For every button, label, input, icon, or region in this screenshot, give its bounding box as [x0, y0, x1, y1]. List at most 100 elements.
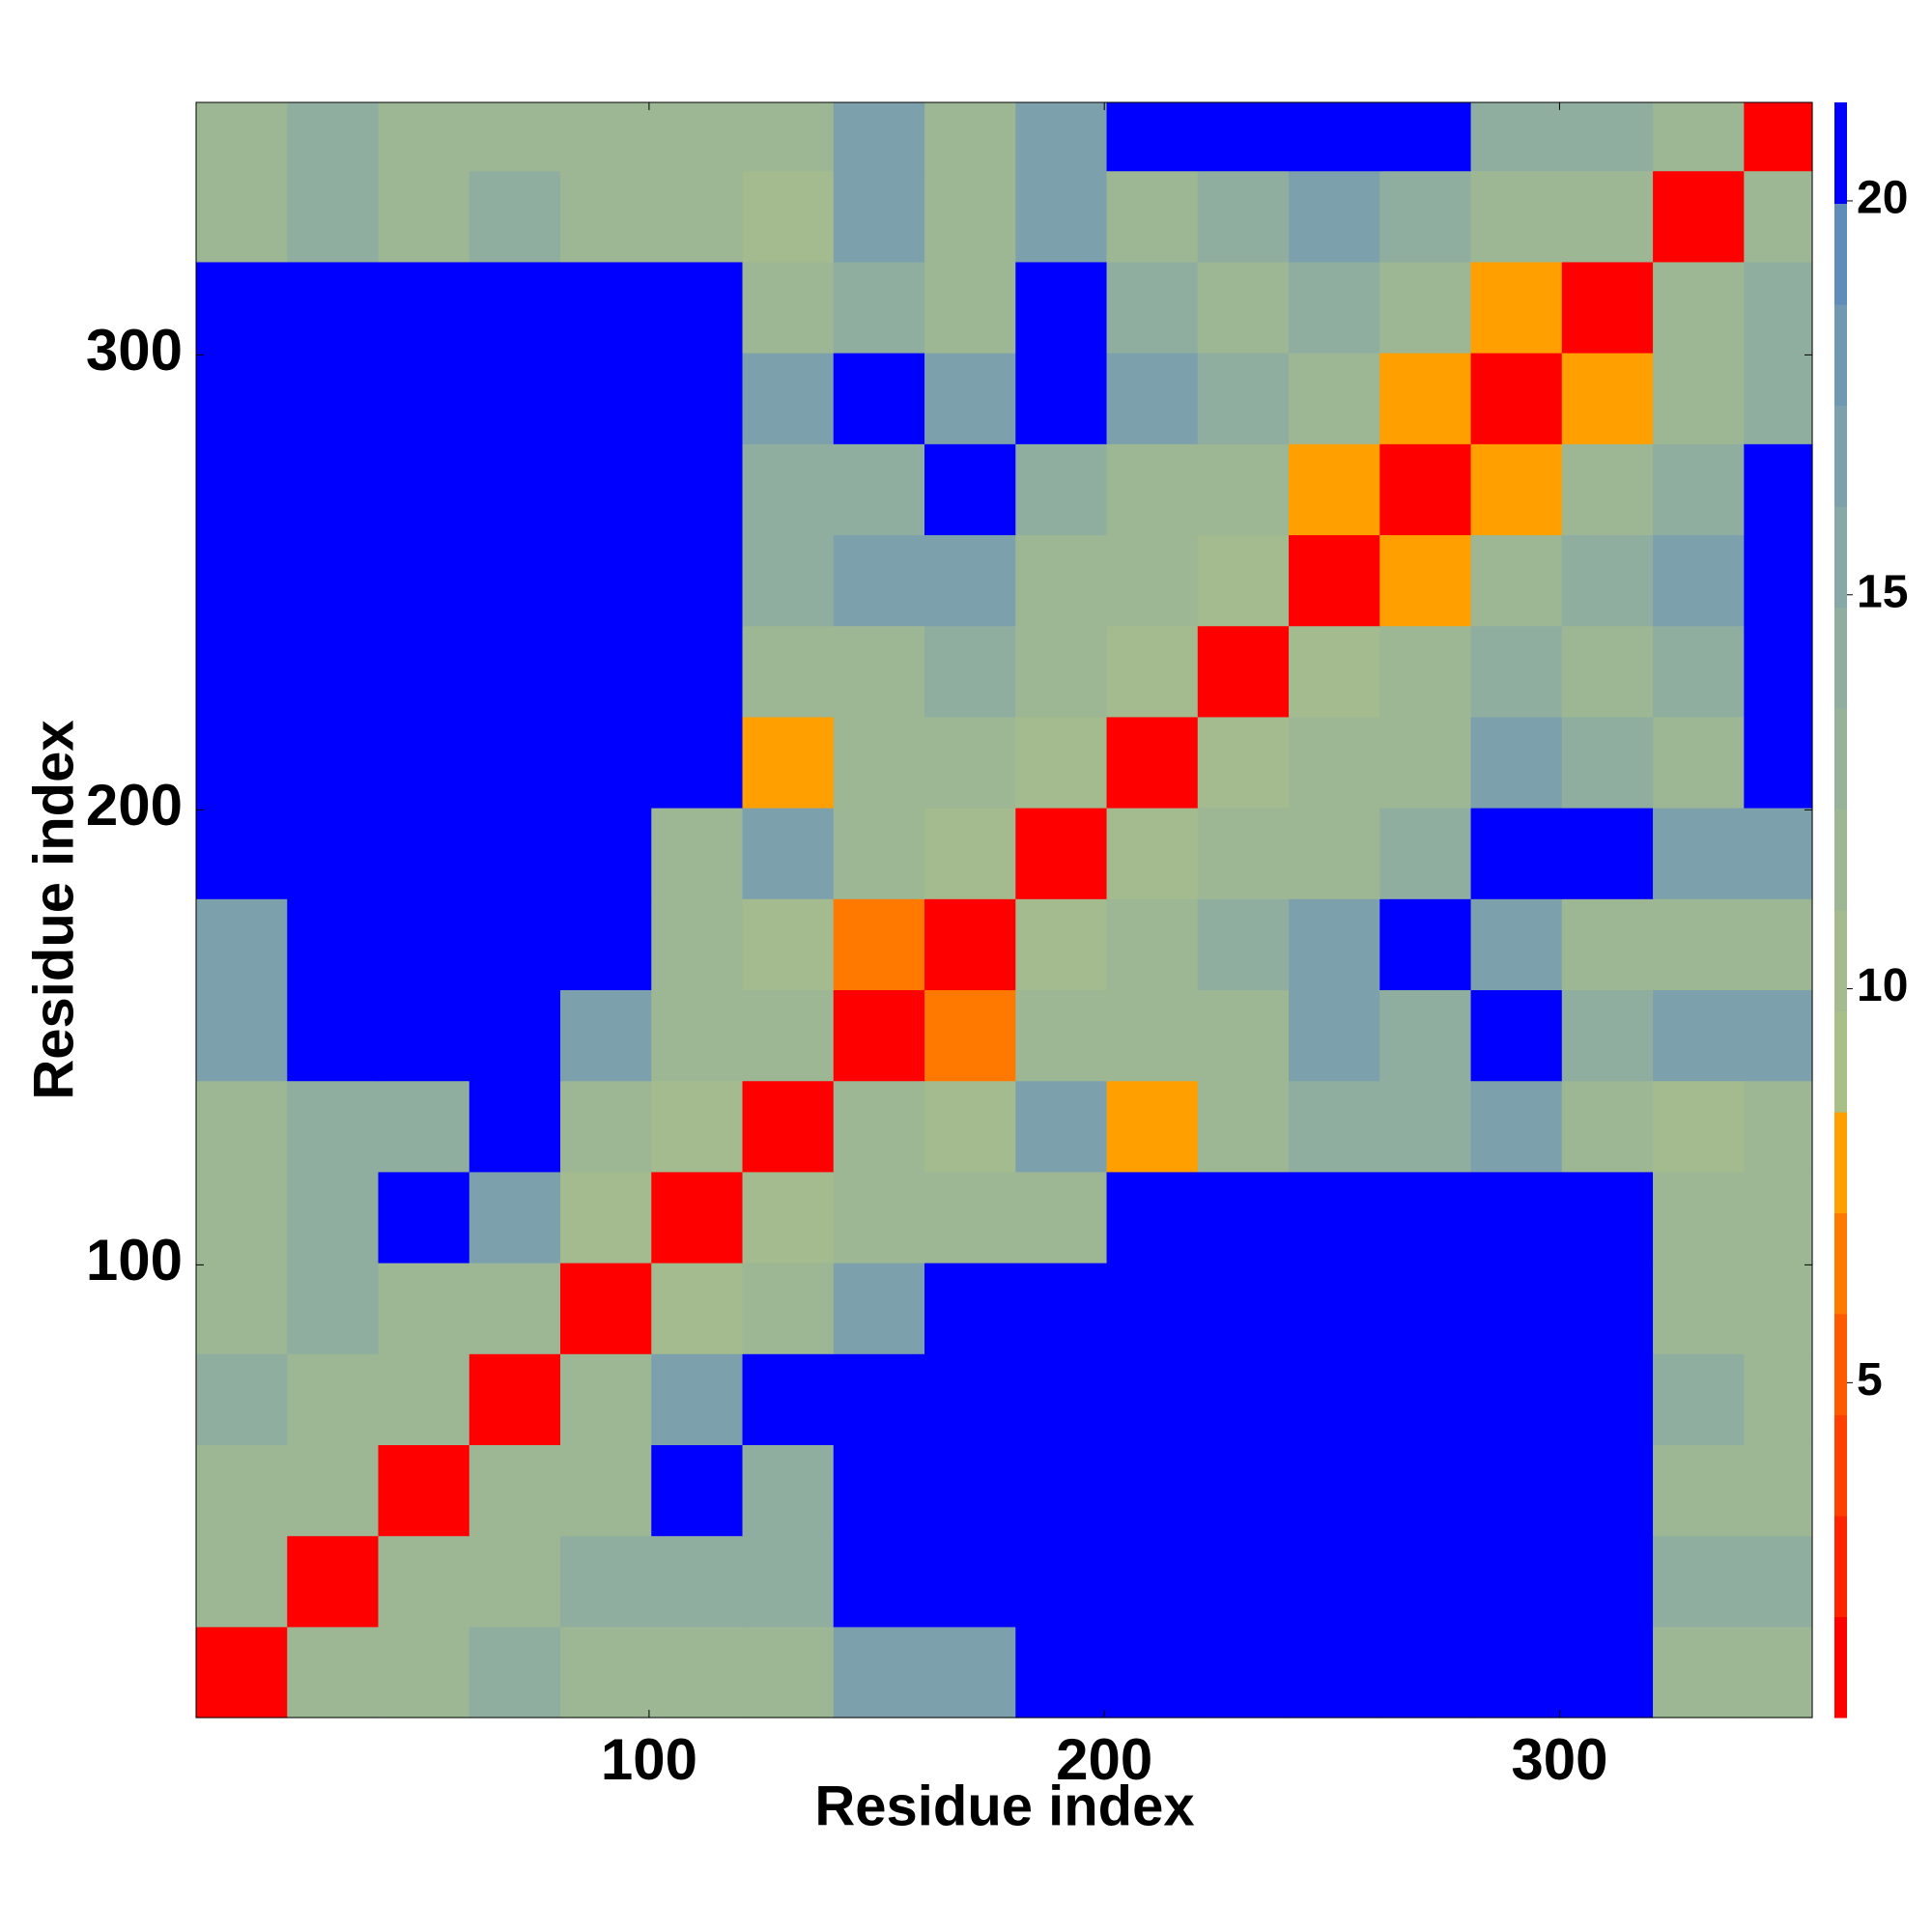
- heatmap-cell: [378, 1263, 470, 1354]
- heatmap-cell: [1015, 1171, 1108, 1264]
- heatmap-cell: [833, 808, 925, 899]
- heatmap-cell: [742, 1080, 835, 1173]
- heatmap-cell: [1197, 808, 1290, 899]
- heatmap-cell: [924, 170, 1016, 263]
- heatmap-cell: [196, 443, 288, 536]
- heatmap-cell: [1106, 1535, 1199, 1628]
- heatmap-cell: [1379, 898, 1472, 991]
- heatmap-cell: [1744, 1444, 1813, 1537]
- heatmap-cell: [196, 1626, 288, 1719]
- heatmap-cell: [469, 989, 561, 1082]
- heatmap-cell: [1561, 1263, 1654, 1354]
- heatmap-cell: [1106, 170, 1199, 263]
- heatmap-cell: [833, 534, 925, 627]
- heatmap-cell: [1470, 1444, 1563, 1537]
- heatmap-cell: [560, 1263, 652, 1354]
- heatmap-cell: [1744, 808, 1813, 899]
- x-tick-label: 100: [601, 1727, 697, 1792]
- heatmap-cell: [469, 443, 561, 536]
- heatmap-cell: [378, 1353, 470, 1446]
- heatmap-cell: [651, 443, 744, 536]
- heatmap-cell: [560, 1535, 652, 1628]
- heatmap-cell: [196, 1263, 288, 1354]
- heatmap-cell: [1197, 353, 1290, 444]
- heatmap-cell: [742, 1171, 835, 1264]
- heatmap-cell: [1106, 443, 1199, 536]
- heatmap-cell: [1561, 808, 1654, 899]
- colorbar-band: [1834, 910, 1847, 1011]
- heatmap-cell: [651, 1535, 744, 1628]
- heatmap-cell: [1744, 898, 1813, 991]
- heatmap-cell: [924, 625, 1016, 718]
- heatmap-cell: [1106, 989, 1199, 1082]
- heatmap-cell: [742, 989, 835, 1082]
- heatmap-cell: [1561, 102, 1654, 172]
- heatmap-cell: [1289, 898, 1380, 991]
- heatmap-cell: [1289, 1535, 1380, 1628]
- heatmap-cell: [560, 353, 652, 444]
- heatmap-cell: [1653, 1080, 1745, 1173]
- heatmap-cell: [469, 1171, 561, 1264]
- heatmap-cell: [1015, 443, 1108, 536]
- heatmap-cell: [1289, 261, 1380, 354]
- heatmap-cell: [1197, 989, 1290, 1082]
- heatmap-cell: [196, 170, 288, 263]
- heatmap-cell: [1561, 1171, 1654, 1264]
- heatmap-cell: [196, 625, 288, 718]
- heatmap-cell: [651, 1171, 744, 1264]
- heatmap-cell: [287, 261, 380, 354]
- heatmap-cell: [1744, 1626, 1813, 1719]
- heatmap-cell: [1015, 170, 1108, 263]
- heatmap-cell: [1106, 1263, 1199, 1354]
- heatmap-cell: [469, 353, 561, 444]
- heatmap-cell: [378, 170, 470, 263]
- heatmap-cell: [1470, 1535, 1563, 1628]
- heatmap-cell: [1379, 1626, 1472, 1719]
- heatmap-cell: [651, 1626, 744, 1719]
- colorbar-band: [1834, 1516, 1847, 1617]
- heatmap-cell: [469, 898, 561, 991]
- heatmap-cell: [1289, 1263, 1380, 1354]
- heatmap-cell: [1744, 1353, 1813, 1446]
- heatmap-cell: [833, 716, 925, 809]
- heatmap-cell: [1289, 1353, 1380, 1446]
- heatmap-cell: [833, 353, 925, 444]
- heatmap-cell: [1197, 1080, 1290, 1173]
- heatmap-cell: [924, 808, 1016, 899]
- heatmap-cell: [1653, 1444, 1745, 1537]
- heatmap-cell: [924, 1263, 1016, 1354]
- heatmap-cell: [1015, 1263, 1108, 1354]
- heatmap-cell: [924, 353, 1016, 444]
- heatmap-cell: [196, 1444, 288, 1537]
- heatmap-cell: [1289, 443, 1380, 536]
- heatmap-cell: [1470, 102, 1563, 172]
- heatmap-cell: [1197, 1171, 1290, 1264]
- heatmap-cell: [924, 1535, 1016, 1628]
- y-tick-label: 100: [86, 1228, 183, 1293]
- heatmap-cell: [1106, 1171, 1199, 1264]
- heatmap-cell: [1653, 353, 1745, 444]
- heatmap-cell: [1470, 1263, 1563, 1354]
- heatmap-cell: [1197, 1444, 1290, 1537]
- heatmap-cell: [1379, 1080, 1472, 1173]
- heatmap-cell: [1470, 716, 1563, 809]
- heatmap-cell: [742, 1263, 835, 1354]
- heatmap-cell: [833, 1263, 925, 1354]
- heatmap-cell: [378, 989, 470, 1082]
- heatmap-cell: [1744, 625, 1813, 718]
- heatmap-cell: [560, 102, 652, 172]
- x-axis-title: Residue index: [814, 1775, 1194, 1837]
- heatmap-cell: [1653, 170, 1745, 263]
- heatmap-cell: [1106, 261, 1199, 354]
- heatmap-cell: [196, 102, 288, 172]
- heatmap-cell: [1015, 1535, 1108, 1628]
- heatmap-cell: [1106, 625, 1199, 718]
- heatmap-cell: [196, 716, 288, 809]
- heatmap-cell: [833, 1626, 925, 1719]
- heatmap-cell: [287, 1263, 380, 1354]
- heatmap-cell: [378, 808, 470, 899]
- heatmap-cell: [560, 534, 652, 627]
- heatmap-cell: [924, 1444, 1016, 1537]
- x-tick-label: 300: [1511, 1727, 1607, 1792]
- heatmap-cell: [833, 1080, 925, 1173]
